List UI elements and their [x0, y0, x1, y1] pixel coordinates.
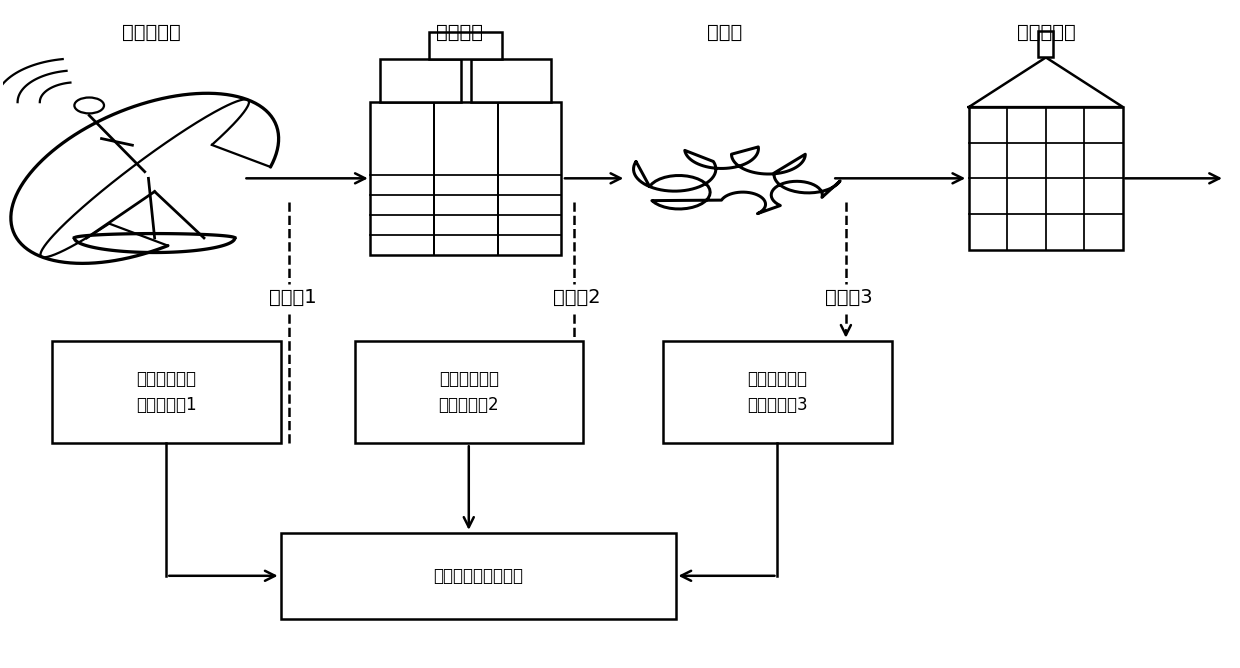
Text: 分节点平台: 分节点平台: [1017, 23, 1075, 42]
Text: 视频防篡改特
征提取模块2: 视频防篡改特 征提取模块2: [439, 370, 498, 414]
Text: 视频防篡改特
征提取模块1: 视频防篡改特 征提取模块1: [136, 370, 197, 414]
FancyBboxPatch shape: [968, 107, 1123, 250]
FancyBboxPatch shape: [663, 341, 892, 444]
Text: 采样点2: 采样点2: [553, 288, 600, 307]
FancyBboxPatch shape: [280, 533, 676, 619]
Text: 采样点1: 采样点1: [269, 288, 316, 307]
Text: 采样点3: 采样点3: [825, 288, 872, 307]
Text: 业务平台: 业务平台: [436, 23, 484, 42]
Text: 城域网: 城域网: [707, 23, 743, 42]
FancyBboxPatch shape: [355, 341, 583, 444]
Text: 视频防篡改特
征提取模块3: 视频防篡改特 征提取模块3: [746, 370, 807, 414]
FancyBboxPatch shape: [1038, 31, 1053, 57]
FancyBboxPatch shape: [52, 341, 280, 444]
FancyBboxPatch shape: [381, 59, 460, 102]
FancyBboxPatch shape: [471, 59, 551, 102]
Text: 信号源平台: 信号源平台: [122, 23, 180, 42]
Text: 视频防篡改比对模块: 视频防篡改比对模块: [433, 566, 523, 584]
FancyBboxPatch shape: [370, 102, 562, 255]
FancyBboxPatch shape: [429, 32, 502, 59]
